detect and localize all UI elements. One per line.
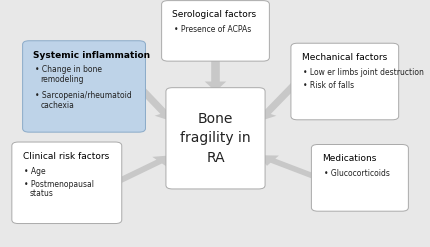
Polygon shape <box>257 80 301 122</box>
Text: • Sarcopenia/rheumatoid: • Sarcopenia/rheumatoid <box>35 91 132 100</box>
FancyBboxPatch shape <box>12 142 121 224</box>
FancyBboxPatch shape <box>310 144 407 211</box>
Text: Mechanical factors: Mechanical factors <box>301 53 386 62</box>
Polygon shape <box>204 58 226 91</box>
Polygon shape <box>135 85 173 122</box>
Polygon shape <box>112 155 172 185</box>
Text: Systemic inflammation: Systemic inflammation <box>34 51 150 60</box>
Text: Medications: Medications <box>322 154 376 163</box>
FancyBboxPatch shape <box>290 43 398 120</box>
Text: cachexia: cachexia <box>40 101 74 110</box>
Text: • Risk of falls: • Risk of falls <box>303 81 354 90</box>
FancyBboxPatch shape <box>161 1 269 61</box>
FancyBboxPatch shape <box>23 41 145 132</box>
Text: Bone
fragility in
RA: Bone fragility in RA <box>180 112 250 165</box>
Text: • Low er limbs joint destruction: • Low er limbs joint destruction <box>303 68 423 77</box>
Text: • Change in bone: • Change in bone <box>35 65 102 74</box>
Text: • Age: • Age <box>24 167 46 176</box>
Text: • Postmenopausal: • Postmenopausal <box>24 180 94 188</box>
Text: Serological factors: Serological factors <box>172 11 256 20</box>
Text: Clinical risk factors: Clinical risk factors <box>23 152 109 161</box>
Text: remodeling: remodeling <box>40 75 83 84</box>
Text: • Presence of ACPAs: • Presence of ACPAs <box>174 25 251 34</box>
Text: status: status <box>29 189 53 198</box>
FancyBboxPatch shape <box>166 88 264 189</box>
Text: • Glucocorticoids: • Glucocorticoids <box>323 169 389 178</box>
Polygon shape <box>258 155 319 180</box>
